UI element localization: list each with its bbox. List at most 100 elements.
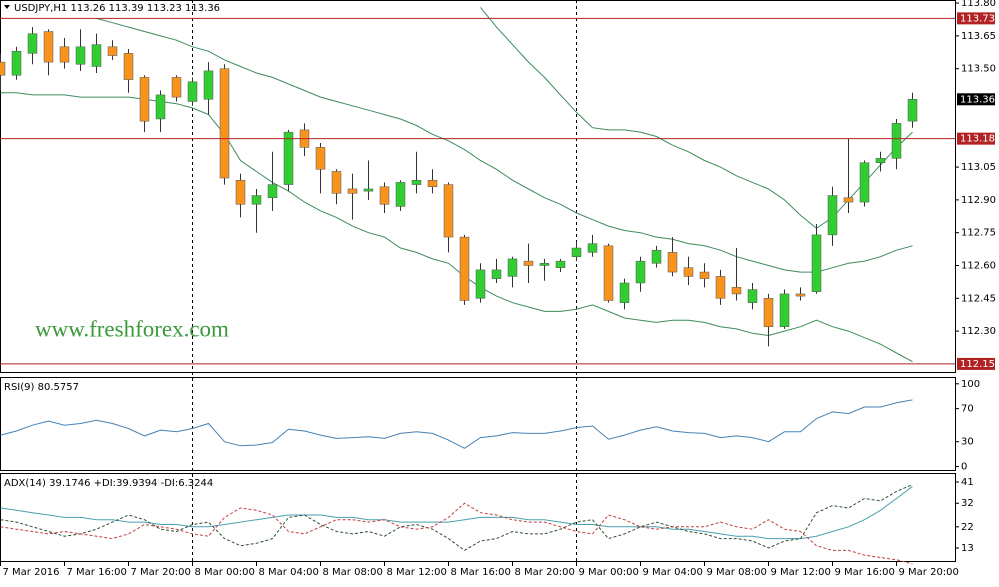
- y-tick-label: 0: [961, 462, 967, 473]
- adx-pane: [0, 473, 956, 562]
- candle-body: [139, 77, 150, 122]
- y-tick-label: 30: [961, 437, 974, 448]
- candle-body: [75, 46, 86, 65]
- y-tick-label: 13: [961, 543, 974, 554]
- candle-body: [571, 247, 582, 257]
- candle-body: [283, 131, 294, 185]
- level-label: 113.18: [960, 134, 995, 145]
- candle-body: [59, 46, 70, 63]
- y-tick-label: 112.60: [961, 260, 996, 271]
- candle-body: [523, 260, 534, 266]
- x-tick-label: 9 Mar 04:00: [643, 567, 703, 578]
- candle-body: [91, 44, 102, 67]
- candle-body: [539, 263, 550, 266]
- x-tick-label: 8 Mar 04:00: [259, 567, 319, 578]
- y-tick-label: 113.05: [961, 162, 996, 173]
- candle-body: [27, 33, 38, 54]
- pane-header: ADX(14) 39.1746 +DI:39.9394 -DI:6.3244: [4, 478, 213, 489]
- y-tick-label: 32: [961, 498, 974, 509]
- header-close: 113.36: [185, 3, 220, 14]
- x-tick-label: 8 Mar 20:00: [515, 567, 575, 578]
- candle-body: [155, 94, 166, 120]
- y-tick-label: 113.65: [961, 31, 996, 42]
- candle-body: [347, 188, 358, 194]
- candle-body: [779, 293, 790, 327]
- price-label-box: [957, 93, 995, 106]
- level-label: 113.73: [960, 13, 995, 24]
- series-last-value: 6.3244: [178, 478, 213, 489]
- candle-body: [219, 68, 230, 179]
- candle-body: [795, 293, 806, 297]
- y-tick-label: 113.50: [961, 64, 996, 75]
- candle-body: [0, 61, 6, 76]
- pane-title: ADX(14): [4, 478, 46, 489]
- candle-body: [491, 269, 502, 279]
- candle-body: [507, 258, 518, 277]
- candle-body: [667, 252, 678, 273]
- series-last-value: 39.9394: [116, 478, 157, 489]
- header-arrow: [4, 5, 10, 9]
- candle-body: [763, 298, 774, 327]
- watermark: www.freshforex.com: [35, 316, 229, 341]
- pane-title: RSI(9): [4, 382, 35, 393]
- candle-body: [411, 179, 422, 185]
- candle-body: [107, 46, 118, 56]
- y-tick-label: 112.90: [961, 195, 996, 206]
- indicator-line: [0, 484, 913, 551]
- candle-body: [699, 271, 710, 279]
- candle-body: [843, 197, 854, 203]
- header-open: 113.26: [70, 3, 105, 14]
- candle-body: [459, 236, 470, 301]
- y-tick-label: 113.80: [961, 0, 996, 9]
- indicator-line: [0, 92, 913, 363]
- price-label: 113.36: [960, 94, 995, 105]
- candle-body: [235, 179, 246, 205]
- series-name: -DI:: [161, 478, 179, 489]
- symbol: USDJPY,H1: [14, 3, 67, 14]
- y-tick-label: 41: [961, 477, 974, 488]
- level-label: 112.15: [960, 359, 995, 370]
- candle-body: [747, 289, 758, 303]
- candle-body: [427, 179, 438, 188]
- candle-body: [683, 267, 694, 277]
- level-label-box: [957, 357, 995, 370]
- pane-header: RSI(9) 80.5757: [4, 382, 79, 393]
- candle-body: [379, 186, 390, 205]
- candle-body: [251, 195, 262, 205]
- header-high: 113.39: [109, 3, 144, 14]
- candle-body: [331, 171, 342, 194]
- candle-body: [555, 260, 566, 268]
- x-tick-label: 7 Mar 2016: [3, 567, 60, 578]
- x-tick-label: 8 Mar 16:00: [451, 567, 511, 578]
- candle-body: [811, 234, 822, 292]
- x-tick-label: 7 Mar 20:00: [131, 567, 191, 578]
- indicator-line: [96, 17, 913, 273]
- candle-body: [715, 276, 726, 299]
- candle-body: [587, 243, 598, 253]
- y-tick-label: 100: [961, 379, 980, 390]
- candle-body: [635, 260, 646, 284]
- series-last-value: 80.5757: [38, 382, 79, 393]
- x-tick-label: 8 Mar 12:00: [387, 567, 447, 578]
- candle-body: [443, 184, 454, 238]
- candle-body: [11, 50, 22, 76]
- indicator-line: [480, 7, 913, 229]
- candle-body: [827, 195, 838, 236]
- candle-body: [123, 53, 134, 80]
- y-tick-label: 112.30: [961, 326, 996, 337]
- candle-body: [603, 245, 614, 301]
- indicator-line: [0, 485, 913, 540]
- x-tick-label: 9 Mar 00:00: [579, 567, 639, 578]
- x-tick-label: 8 Mar 08:00: [323, 567, 383, 578]
- candle-body: [891, 123, 902, 159]
- candle-body: [395, 182, 406, 207]
- candle-body: [475, 269, 486, 299]
- x-tick-label: 9 Mar 12:00: [771, 567, 831, 578]
- x-tick-label: 9 Mar 20:00: [899, 567, 959, 578]
- header-low: 113.23: [147, 3, 182, 14]
- series-name: +DI:: [94, 478, 116, 489]
- candle-body: [651, 249, 662, 264]
- candle-body: [267, 184, 278, 198]
